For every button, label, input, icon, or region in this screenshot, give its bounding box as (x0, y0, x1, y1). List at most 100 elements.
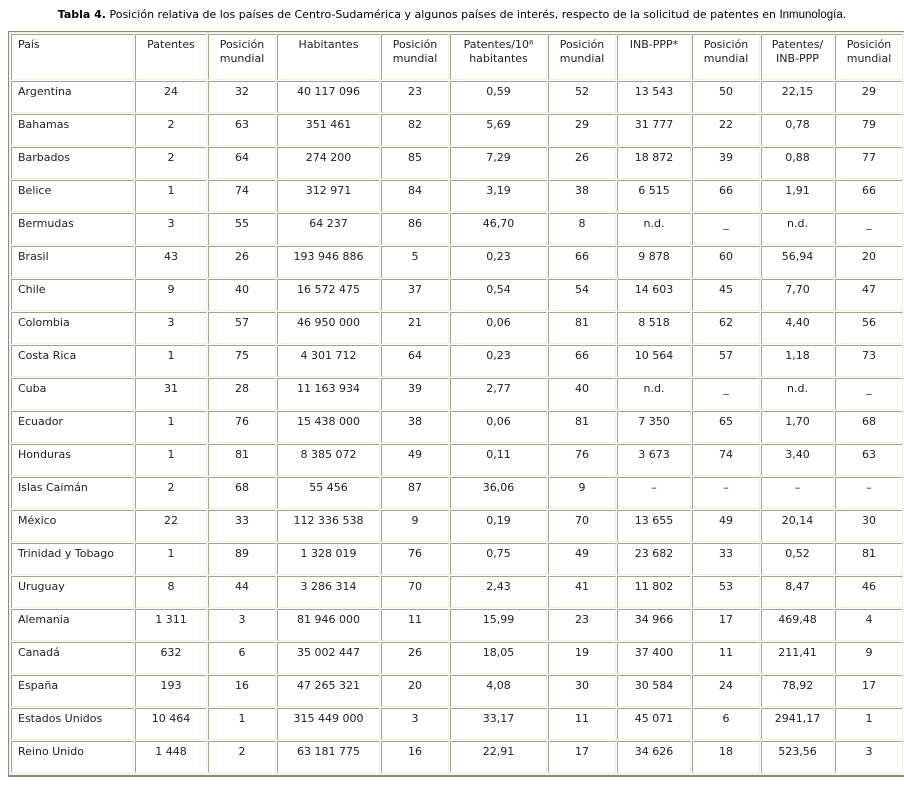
value-cell: 87 (381, 477, 449, 509)
column-header-posici-n-mundial: Posición mundial (548, 34, 616, 80)
value-cell: 50 (692, 81, 760, 113)
column-header-posici-n-mundial: Posición mundial (692, 34, 760, 80)
value-cell: 35 002 447 (277, 642, 380, 674)
column-header-posici-n-mundial: Posición mundial (381, 34, 449, 80)
value-cell: 47 (835, 279, 903, 311)
value-cell: 66 (692, 180, 760, 212)
value-cell: 54 (548, 279, 616, 311)
value-cell: 7,29 (450, 147, 547, 179)
value-cell: _ (692, 378, 760, 410)
value-cell: 28 (208, 378, 276, 410)
value-cell: 31 (135, 378, 207, 410)
value-cell: 81 (835, 543, 903, 575)
country-cell: Bermudas (11, 213, 134, 245)
value-cell: n.d. (761, 378, 834, 410)
table-row: Brasil 43 26 193 946 886 5 0,23 66 9 878 60 56,94… (11, 246, 903, 278)
value-cell: 0,52 (761, 543, 834, 575)
country-cell: Islas Caimán (11, 477, 134, 509)
value-cell: 29 (548, 114, 616, 146)
value-cell: 85 (381, 147, 449, 179)
value-cell: 193 (135, 675, 207, 707)
value-cell: 0,88 (761, 147, 834, 179)
value-cell: 47 265 321 (277, 675, 380, 707)
value-cell: 24 (135, 81, 207, 113)
value-cell: – (835, 477, 903, 509)
value-cell: 0,06 (450, 312, 547, 344)
value-cell: 16 (208, 675, 276, 707)
table-row: España 193 16 47 265 321 20 4,08 30 30 584 24 78,… (11, 675, 903, 707)
value-cell: n.d. (617, 213, 691, 245)
value-cell: 9 878 (617, 246, 691, 278)
value-cell: 2 (135, 147, 207, 179)
value-cell: 45 071 (617, 708, 691, 740)
value-cell: 30 (835, 510, 903, 542)
value-cell: 60 (692, 246, 760, 278)
table-row: Honduras 1 81 8 385 072 49 0,11 76 3 673 74 3,40 6… (11, 444, 903, 476)
table-row: Cuba 31 28 11 163 934 39 2,77 40 n.d. _ n.d. _ (11, 378, 903, 410)
column-header-habitantes: Habitantes (277, 34, 380, 80)
value-cell: 13 543 (617, 81, 691, 113)
value-cell: 26 (548, 147, 616, 179)
value-cell: 63 (835, 444, 903, 476)
country-cell: Costa Rica (11, 345, 134, 377)
value-cell: 2941,17 (761, 708, 834, 740)
value-cell: 1,18 (761, 345, 834, 377)
value-cell: 112 336 538 (277, 510, 380, 542)
value-cell: 3 673 (617, 444, 691, 476)
value-cell: – (761, 477, 834, 509)
value-cell: 31 777 (617, 114, 691, 146)
value-cell: 11 163 934 (277, 378, 380, 410)
value-cell: 86 (381, 213, 449, 245)
country-cell: Argentina (11, 81, 134, 113)
column-header-patentes: Patentes (135, 34, 207, 80)
value-cell: 10 564 (617, 345, 691, 377)
value-cell: – (617, 477, 691, 509)
value-cell: 0,06 (450, 411, 547, 443)
value-cell: 33 (692, 543, 760, 575)
value-cell: _ (692, 213, 760, 245)
value-cell: 14 603 (617, 279, 691, 311)
value-cell: 1,91 (761, 180, 834, 212)
value-cell: n.d. (761, 213, 834, 245)
country-cell: Belice (11, 180, 134, 212)
value-cell: 1 (135, 180, 207, 212)
value-cell: 3 (135, 312, 207, 344)
value-cell: 2 (135, 477, 207, 509)
column-header-patentes-10-habitantes: Patentes/10⁶ habitantes (450, 34, 547, 80)
value-cell: 29 (835, 81, 903, 113)
value-cell: 3,19 (450, 180, 547, 212)
value-cell: 274 200 (277, 147, 380, 179)
value-cell: 6 (208, 642, 276, 674)
value-cell: 26 (381, 642, 449, 674)
value-cell: _ (835, 213, 903, 245)
table-row: México 22 33 112 336 538 9 0,19 70 13 655 49 20,1… (11, 510, 903, 542)
value-cell: 65 (692, 411, 760, 443)
value-cell: 21 (381, 312, 449, 344)
value-cell: 46 950 000 (277, 312, 380, 344)
value-cell: 22 (135, 510, 207, 542)
table-row: Estados Unidos 10 464 1 315 449 000 3 33,17 11… (11, 708, 903, 740)
value-cell: 1 (135, 444, 207, 476)
country-cell: Uruguay (11, 576, 134, 608)
value-cell: 81 946 000 (277, 609, 380, 641)
value-cell: 9 (835, 642, 903, 674)
value-cell: 78,92 (761, 675, 834, 707)
value-cell: 73 (835, 345, 903, 377)
country-cell: Cuba (11, 378, 134, 410)
column-header-pa-s: País (11, 34, 134, 80)
value-cell: 11 (381, 609, 449, 641)
table-row: Costa Rica 1 75 4 301 712 64 0,23 66 10 564 57 1,… (11, 345, 903, 377)
country-cell: Canadá (11, 642, 134, 674)
value-cell: 1 (135, 543, 207, 575)
value-cell: 15 438 000 (277, 411, 380, 443)
value-cell: 57 (692, 345, 760, 377)
value-cell: 70 (548, 510, 616, 542)
country-cell: Chile (11, 279, 134, 311)
value-cell: 33 (208, 510, 276, 542)
value-cell: 0,78 (761, 114, 834, 146)
value-cell: 43 (135, 246, 207, 278)
value-cell: 17 (835, 675, 903, 707)
value-cell: 38 (548, 180, 616, 212)
value-cell: 351 461 (277, 114, 380, 146)
value-cell: 2 (135, 114, 207, 146)
